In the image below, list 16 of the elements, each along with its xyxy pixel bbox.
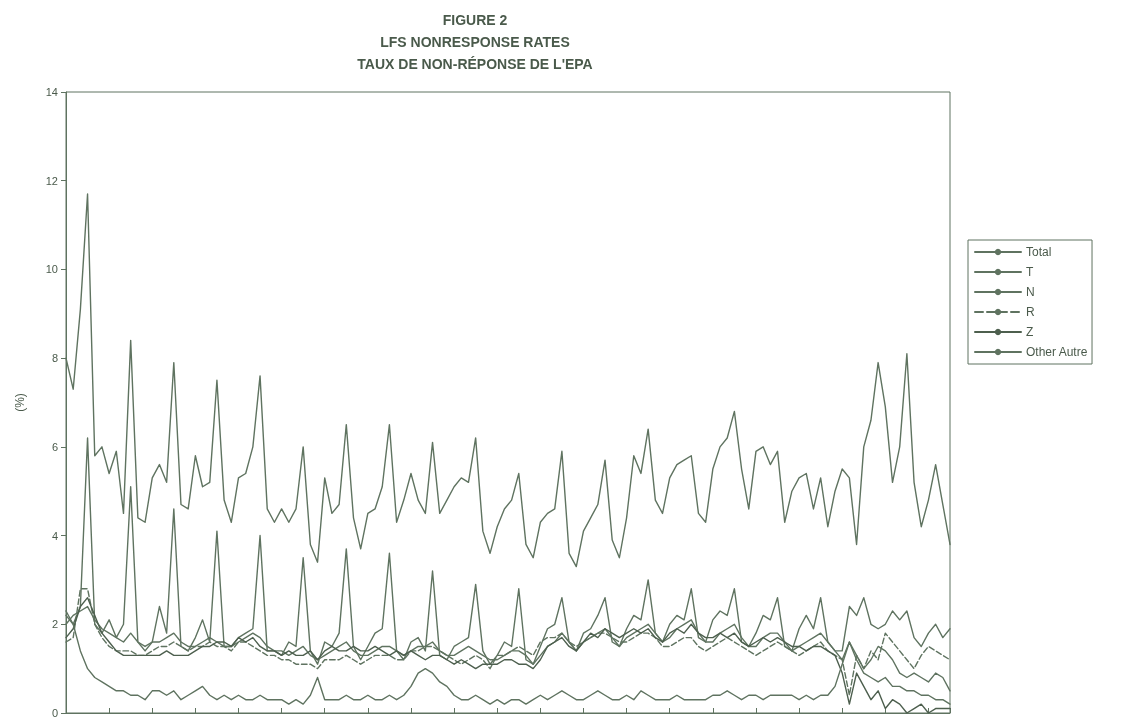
y-tick-label: 6	[51, 440, 58, 453]
y-tick-label: 14	[45, 86, 58, 98]
y-tick-label: 4	[51, 529, 58, 542]
y-tick-label: 8	[51, 352, 58, 365]
legend-label: Total	[1026, 245, 1052, 259]
chart-title: FIGURE 2 LFS NONRESPONSE RATES TAUX DE NON-RÉPONSE DE L'EPA	[357, 12, 593, 72]
y-tick-label: 12	[45, 174, 58, 187]
legend-label: Other Autre	[1026, 345, 1088, 359]
legend-label: R	[1026, 305, 1035, 319]
y-tick-label: 2	[51, 618, 58, 631]
legend-label: T	[1026, 265, 1034, 279]
y-axis-title: (%)	[13, 393, 27, 412]
legend-label: Z	[1026, 325, 1034, 339]
y-tick-label: 10	[45, 263, 58, 276]
legend-label: N	[1026, 285, 1035, 299]
y-tick-label: 0	[51, 707, 58, 719]
